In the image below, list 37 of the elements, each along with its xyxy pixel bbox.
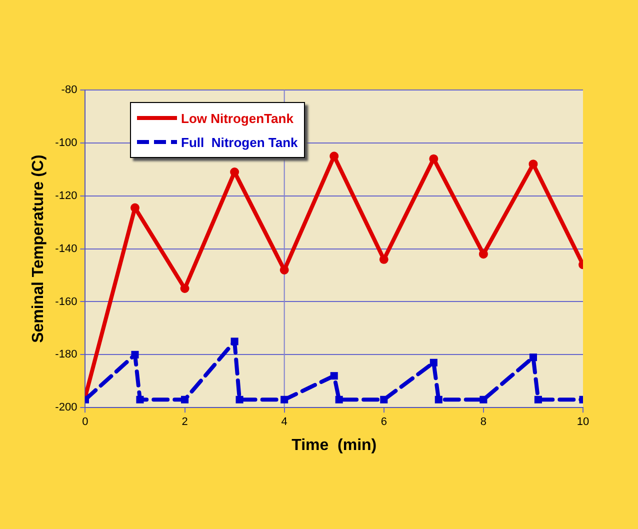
point [429,154,438,164]
point [136,396,144,404]
x-tick-label: 8 [480,416,487,428]
point [434,396,442,404]
x-tick-label: 4 [281,416,288,428]
point [236,396,244,404]
x-axis-title: Time (min) [292,436,377,454]
point [335,396,343,404]
point [130,203,140,212]
point [181,396,189,404]
point [478,250,488,259]
y-tick-label: -180 [55,348,78,361]
point [380,396,388,404]
y-tick-label: -80 [61,84,78,96]
y-tick-label: -140 [55,242,78,255]
x-tick-label: 6 [380,416,387,428]
y-tick-label: -100 [55,136,78,149]
point [534,396,542,404]
x-tick-label: 2 [182,416,188,428]
y-axis-title: Seminal Temperature (C) [30,154,48,343]
x-tick-label: 10 [576,416,590,428]
x-tick-label: 0 [82,416,88,428]
point [280,396,288,404]
point [131,350,139,358]
point [480,396,488,404]
y-tick-label: -160 [55,296,78,308]
point [180,284,190,293]
point [430,358,438,366]
point [379,254,388,264]
point [330,372,338,380]
point [528,160,538,169]
y-tick-label: -120 [55,190,78,202]
legend-label: Low NitrogenTank [181,110,294,126]
point [230,338,238,346]
y-tick-label: -200 [55,402,78,414]
legend-label: Full Nitrogen Tank [181,134,298,150]
point [529,354,537,362]
